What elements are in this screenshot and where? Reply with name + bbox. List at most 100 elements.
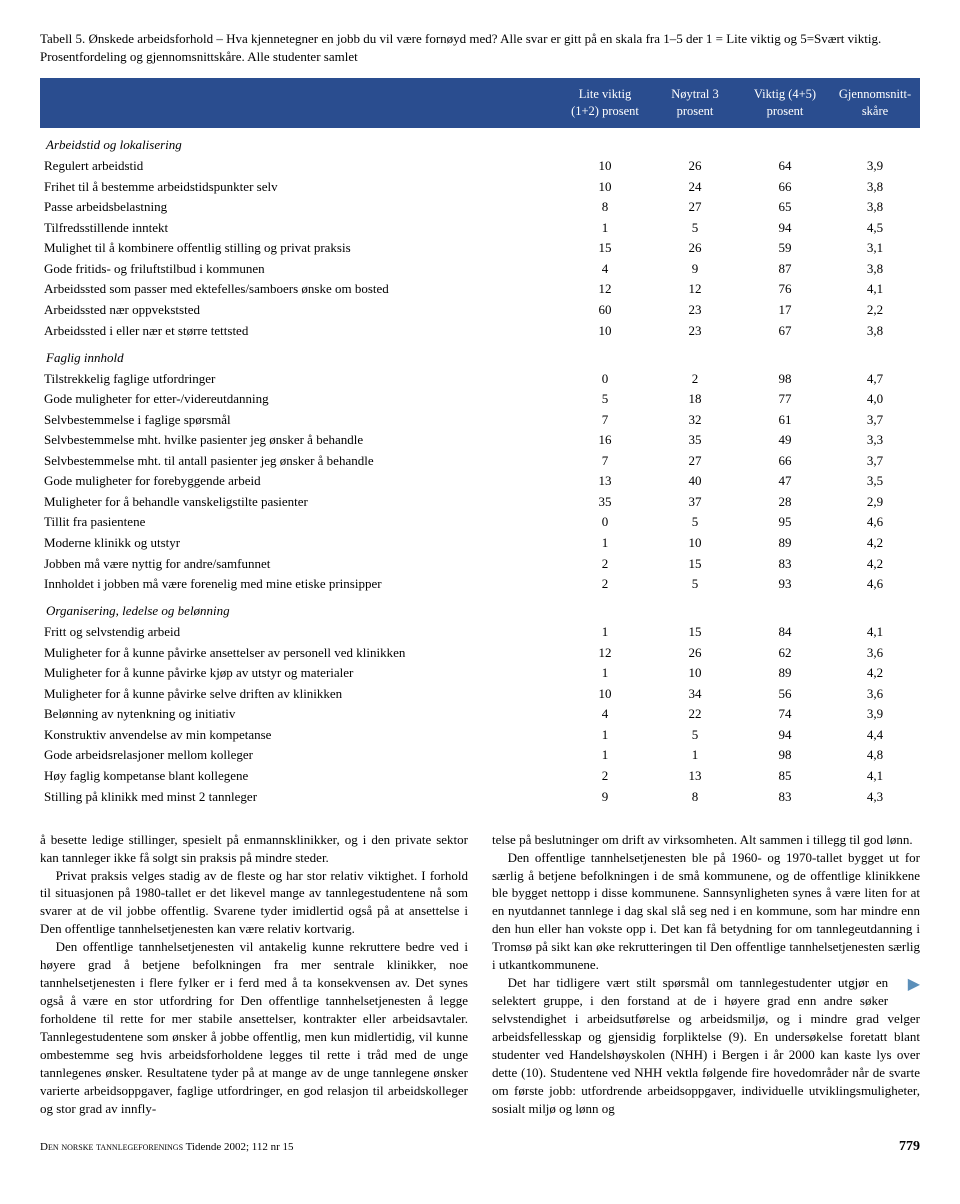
row-value: 3,8	[830, 197, 920, 218]
row-value: 8	[650, 786, 740, 807]
row-value: 12	[560, 279, 650, 300]
row-value: 7	[560, 450, 650, 471]
table-row: Moderne klinikk og utstyr110894,2	[40, 533, 920, 554]
row-label: Konstruktiv anvendelse av min kompetanse	[40, 724, 560, 745]
row-value: 4,8	[830, 745, 920, 766]
row-value: 1	[560, 663, 650, 684]
row-label: Arbeidssted i eller nær et større tettst…	[40, 320, 560, 341]
row-value: 18	[650, 389, 740, 410]
section-heading: Arbeidstid og lokalisering	[40, 128, 920, 156]
row-value: 15	[650, 553, 740, 574]
row-value: 3,7	[830, 450, 920, 471]
row-label: Gode fritids- og friluftstilbud i kommun…	[40, 258, 560, 279]
row-value: 87	[740, 258, 830, 279]
row-value: 35	[560, 491, 650, 512]
body-paragraph: Den offentlige tannhelsetjenesten vil an…	[40, 938, 468, 1117]
row-value: 4,1	[830, 622, 920, 643]
footer-journal-sc: Den norske tannlegeforenings	[40, 1141, 183, 1153]
row-value: 4,1	[830, 766, 920, 787]
row-label: Selvbestemmelse i faglige spørsmål	[40, 409, 560, 430]
row-value: 40	[650, 471, 740, 492]
continue-arrow-icon: ▶	[892, 974, 920, 996]
data-table: Lite viktig (1+2) prosent Nøytral 3 pros…	[40, 78, 920, 806]
row-value: 15	[650, 622, 740, 643]
row-label: Arbeidssted nær oppvekststed	[40, 300, 560, 321]
table-row: Arbeidssted nær oppvekststed6023172,2	[40, 300, 920, 321]
row-value: 15	[560, 238, 650, 259]
row-value: 3,7	[830, 409, 920, 430]
row-value: 66	[740, 176, 830, 197]
row-value: 13	[560, 471, 650, 492]
row-value: 2,2	[830, 300, 920, 321]
footer-citation: Den norske tannlegeforenings Tidende 200…	[40, 1140, 294, 1155]
page-number: 779	[899, 1138, 920, 1157]
table-row: Selvbestemmelse i faglige spørsmål732613…	[40, 409, 920, 430]
table-row: Gode muligheter for etter-/videreutdanni…	[40, 389, 920, 410]
row-value: 1	[560, 622, 650, 643]
row-value: 10	[560, 176, 650, 197]
row-label: Tilstrekkelig faglige utfordringer	[40, 368, 560, 389]
row-value: 12	[560, 642, 650, 663]
row-value: 94	[740, 217, 830, 238]
table-row: Fritt og selvstendig arbeid115844,1	[40, 622, 920, 643]
right-column: telse på beslutninger om drift av virkso…	[492, 831, 920, 1118]
row-value: 66	[740, 450, 830, 471]
table-row: Tillit fra pasientene05954,6	[40, 512, 920, 533]
row-value: 7	[560, 409, 650, 430]
row-label: Mulighet til å kombinere offentlig still…	[40, 238, 560, 259]
row-label: Belønning av nytenkning og initiativ	[40, 704, 560, 725]
row-value: 4,7	[830, 368, 920, 389]
row-value: 26	[650, 642, 740, 663]
row-value: 12	[650, 279, 740, 300]
row-value: 10	[560, 320, 650, 341]
row-value: 56	[740, 683, 830, 704]
row-value: 5	[650, 574, 740, 595]
row-value: 34	[650, 683, 740, 704]
row-value: 3,6	[830, 642, 920, 663]
table-row: Konstruktiv anvendelse av min kompetanse…	[40, 724, 920, 745]
row-value: 3,8	[830, 320, 920, 341]
row-value: 5	[650, 512, 740, 533]
table-row: Muligheter for å kunne påvirke ansettels…	[40, 642, 920, 663]
row-value: 4,2	[830, 553, 920, 574]
row-value: 10	[560, 156, 650, 177]
row-value: 9	[650, 258, 740, 279]
row-value: 4,2	[830, 663, 920, 684]
header-col-4: Gjennomsnitt-skåre	[830, 78, 920, 128]
row-value: 37	[650, 491, 740, 512]
body-paragraph: Den offentlige tannhelsetjenesten ble på…	[492, 849, 920, 975]
left-column: å besette ledige stillinger, spesielt på…	[40, 831, 468, 1118]
table-row: Belønning av nytenkning og initiativ4227…	[40, 704, 920, 725]
row-value: 2	[560, 553, 650, 574]
body-paragraph: telse på beslutninger om drift av virkso…	[492, 831, 920, 849]
table-row: Muligheter for å kunne påvirke selve dri…	[40, 683, 920, 704]
row-value: 35	[650, 430, 740, 451]
row-value: 3,6	[830, 683, 920, 704]
row-value: 26	[650, 238, 740, 259]
table-caption: Tabell 5. Ønskede arbeidsforhold – Hva k…	[40, 30, 920, 66]
section-title: Faglig innhold	[40, 341, 920, 369]
row-value: 8	[560, 197, 650, 218]
table-row: Muligheter for å behandle vanskeligstilt…	[40, 491, 920, 512]
row-value: 4,0	[830, 389, 920, 410]
row-label: Innholdet i jobben må være forenelig med…	[40, 574, 560, 595]
row-value: 2	[650, 368, 740, 389]
row-label: Passe arbeidsbelastning	[40, 197, 560, 218]
row-value: 26	[650, 156, 740, 177]
row-label: Fritt og selvstendig arbeid	[40, 622, 560, 643]
footer-journal-rest: Tidende 2002; 112 nr 15	[183, 1141, 294, 1153]
row-value: 61	[740, 409, 830, 430]
table-header-row: Lite viktig (1+2) prosent Nøytral 3 pros…	[40, 78, 920, 128]
header-empty	[40, 78, 560, 128]
row-value: 84	[740, 622, 830, 643]
row-value: 98	[740, 745, 830, 766]
row-value: 3,1	[830, 238, 920, 259]
row-value: 47	[740, 471, 830, 492]
page-footer: Den norske tannlegeforenings Tidende 200…	[40, 1138, 920, 1157]
table-row: Jobben må være nyttig for andre/samfunne…	[40, 553, 920, 574]
row-value: 0	[560, 512, 650, 533]
section-title: Arbeidstid og lokalisering	[40, 128, 920, 156]
row-value: 3,5	[830, 471, 920, 492]
row-value: 4,6	[830, 512, 920, 533]
header-col-2: Nøytral 3 prosent	[650, 78, 740, 128]
